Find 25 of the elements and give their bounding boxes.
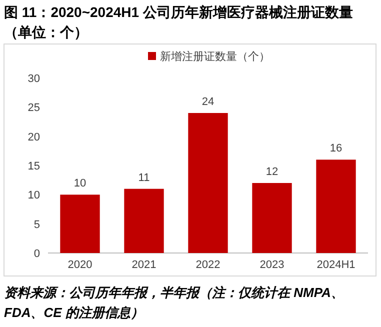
- y-tick-label: 10: [28, 190, 40, 202]
- x-tick-label: 2023: [260, 259, 284, 271]
- data-label: 10: [74, 178, 86, 190]
- bar: [188, 113, 228, 253]
- y-tick-label: 20: [28, 131, 40, 144]
- x-tick-label: 2022: [196, 259, 220, 271]
- data-label: 16: [330, 142, 342, 155]
- data-label: 11: [138, 172, 150, 184]
- y-tick-label: 5: [34, 218, 40, 231]
- y-tick-label: 25: [28, 102, 40, 114]
- text: 资料来源：公司历年年报，半年报（注：仅统计在 NMPA、FDA、CE 的注册信息）: [4, 284, 345, 322]
- y-tick-label: 0: [34, 248, 40, 260]
- x-tick-label: 2021: [132, 259, 156, 271]
- y-tick-label: 15: [28, 160, 40, 172]
- data-label: 24: [202, 96, 214, 108]
- data-label: 12: [266, 166, 278, 178]
- x-tick-label: 2024H1: [316, 259, 356, 271]
- x-tick-label: 2020: [68, 259, 92, 271]
- bar: [252, 183, 292, 253]
- bar: [316, 160, 356, 253]
- y-tick-label: 30: [28, 73, 40, 85]
- legend-label: 新增注册证数量（个）: [160, 50, 270, 63]
- bar: [124, 188, 164, 253]
- chart-title: 图 11：2020~2024H1 公司历年新增医疗器械注册证数量（单位：个）: [4, 3, 354, 42]
- bar: [60, 194, 100, 253]
